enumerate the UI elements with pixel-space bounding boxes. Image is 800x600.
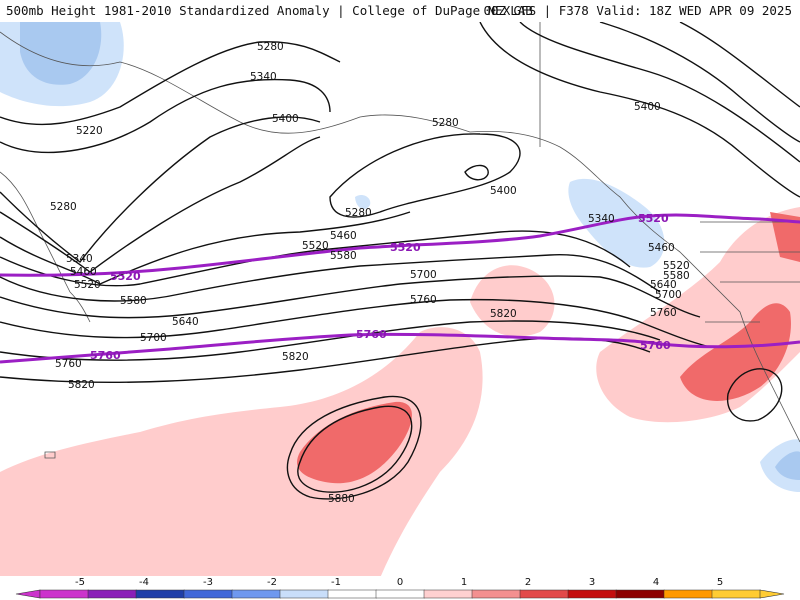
contour-label: 5400 xyxy=(272,113,299,125)
height-contours xyxy=(0,22,800,500)
colorbar-tick: -1 xyxy=(331,577,341,588)
colorbar-swatch xyxy=(567,589,617,599)
colorbar-swatch xyxy=(279,589,329,599)
colorbar-tick: 3 xyxy=(589,577,595,588)
contour-label: 5400 xyxy=(634,101,661,113)
contour-label: 5760 xyxy=(55,358,82,370)
contour-label: 5760 xyxy=(410,294,437,306)
contour-label: 5460 xyxy=(330,230,357,242)
contour-label: 5460 xyxy=(648,242,675,254)
contour-label: 5280 xyxy=(432,117,459,129)
contour-label: 5460 xyxy=(70,266,97,278)
contour-label: 5580 xyxy=(330,250,357,262)
contour-label: 5520 xyxy=(74,279,101,291)
contour-label: 5280 xyxy=(345,207,372,219)
contour-label: 5340 xyxy=(66,253,93,265)
height-anomaly-map: 5280 5340 5220 5400 5280 5280 5280 5400 … xyxy=(0,22,800,578)
contour-label: 5220 xyxy=(76,125,103,137)
colorbar-tick: 1 xyxy=(461,577,467,588)
colorbar-swatch xyxy=(519,589,569,599)
contour-label: 5280 xyxy=(257,41,284,53)
colorbar-swatch xyxy=(423,589,473,599)
purple-contour-label: 5760 xyxy=(90,349,121,362)
colorbar-svg: -5 -4 -3 -2 -1 0 1 2 3 4 5 xyxy=(15,577,785,599)
contour-label: 5520 xyxy=(302,240,329,252)
colorbar-swatches xyxy=(15,589,785,599)
colorbar-swatch xyxy=(39,589,89,599)
colorbar-swatch xyxy=(375,589,425,599)
contour-label: 5820 xyxy=(68,379,95,391)
contour-label: 5340 xyxy=(588,213,615,225)
colorbar-swatch xyxy=(615,589,665,599)
colorbar-swatch xyxy=(87,589,137,599)
contour-label: 5340 xyxy=(250,71,277,83)
colorbar-tick: 0 xyxy=(397,577,403,588)
purple-contour-label: 5760 xyxy=(640,339,671,352)
coastline-layer xyxy=(0,22,800,459)
contour-label: 5820 xyxy=(490,308,517,320)
colorbar-tick: 5 xyxy=(717,577,723,588)
contour-label: 5280 xyxy=(50,201,77,213)
colorbar-tick: 4 xyxy=(653,577,659,588)
colorbar-swatch xyxy=(663,589,713,599)
colorbar-swatch xyxy=(471,589,521,599)
colorbar-tick: -2 xyxy=(267,577,277,588)
colorbar-tick: 2 xyxy=(525,577,531,588)
colorbar-tick: -5 xyxy=(75,577,85,588)
map-title: 500mb Height 1981-2010 Standardized Anom… xyxy=(6,3,533,18)
contour-label: 5880 xyxy=(328,493,355,505)
purple-contour-label: 5520 xyxy=(638,212,669,225)
purple-label-layer: 5520 5520 5520 5760 5760 5760 xyxy=(90,212,671,362)
colorbar-right-arrow xyxy=(759,589,785,599)
purple-contour-label: 5760 xyxy=(356,328,387,341)
contour-label: 5580 xyxy=(663,270,690,282)
colorbar-swatch xyxy=(327,589,377,599)
purple-contour-label: 5520 xyxy=(390,241,421,254)
colorbar-tick: -3 xyxy=(203,577,213,588)
colorbar-left-arrow xyxy=(15,589,41,599)
contour-label: 5400 xyxy=(490,185,517,197)
contour-label: 5580 xyxy=(120,295,147,307)
colorbar-swatch xyxy=(231,589,281,599)
contour-label: 5700 xyxy=(655,289,682,301)
model-run-label: 00Z GFS | F378 Valid: 18Z WED APR 09 202… xyxy=(483,3,792,18)
contour-label: 5700 xyxy=(140,332,167,344)
colorbar-tick-labels: -5 -4 -3 -2 -1 0 1 2 3 4 5 xyxy=(75,577,723,588)
purple-height-contours xyxy=(0,213,800,364)
contour-label-layer: 5280 5340 5220 5400 5280 5280 5280 5400 … xyxy=(50,41,690,505)
contour-label: 5760 xyxy=(650,307,677,319)
header-bar: 500mb Height 1981-2010 Standardized Anom… xyxy=(0,0,800,22)
colorbar-tick: -4 xyxy=(139,577,149,588)
colorbar-swatch xyxy=(135,589,185,599)
contour-label: 5700 xyxy=(410,269,437,281)
purple-contour-label: 5520 xyxy=(110,270,141,283)
colorbar-swatch xyxy=(711,589,761,599)
map-panel[interactable]: 5280 5340 5220 5400 5280 5280 5280 5400 … xyxy=(0,22,800,578)
contour-label: 5640 xyxy=(650,279,677,291)
positive-anomaly-shading xyxy=(0,207,800,578)
contour-label: 5520 xyxy=(663,260,690,272)
anomaly-colorbar: -5 -4 -3 -2 -1 0 1 2 3 4 5 xyxy=(0,576,800,600)
contour-label: 5640 xyxy=(172,316,199,328)
colorbar-swatch xyxy=(183,589,233,599)
negative-anomaly-shading xyxy=(0,22,800,492)
contour-label: 5820 xyxy=(282,351,309,363)
